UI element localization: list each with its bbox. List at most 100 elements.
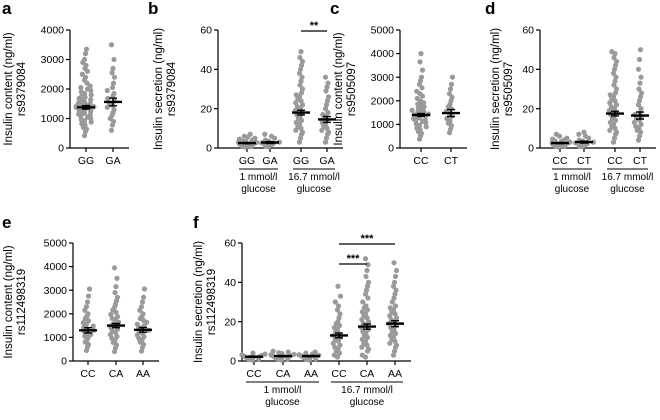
panel-letter: f <box>193 213 199 232</box>
data-point <box>319 119 325 126</box>
data-point <box>114 294 121 300</box>
data-point <box>79 71 85 77</box>
x-tick-label: GA <box>262 155 277 167</box>
data-point <box>392 303 399 309</box>
data-point <box>393 315 400 321</box>
data-point <box>85 311 91 317</box>
data-point <box>387 340 393 346</box>
data-point <box>359 317 365 323</box>
data-point <box>418 74 425 80</box>
data-point <box>391 295 397 301</box>
significance-label: ** <box>310 20 319 32</box>
data-point <box>86 286 93 292</box>
data-point <box>268 133 275 139</box>
data-point <box>607 92 613 98</box>
y-tick-label: 5000 <box>371 25 395 37</box>
data-point <box>335 319 341 325</box>
data-point <box>553 131 559 137</box>
data-point <box>262 351 268 357</box>
x-tick-label: GA <box>319 155 334 167</box>
group-label-sub: glucose <box>265 397 300 408</box>
x-tick-label: AA <box>304 368 318 380</box>
panel-letter: c <box>330 0 339 18</box>
y-tick-label: 3000 <box>44 285 68 297</box>
data-point <box>299 58 306 65</box>
data-point <box>423 124 429 130</box>
y-axis-snp-label: rs112498319 <box>16 269 28 335</box>
y-axis-label: Insulin secretion (ng/ml) <box>490 28 502 150</box>
data-point <box>590 139 597 145</box>
group-label-sub: glucose <box>610 184 645 195</box>
data-point <box>334 307 341 313</box>
data-point <box>297 66 304 72</box>
y-tick-label: 3000 <box>371 72 395 84</box>
data-point <box>110 65 116 71</box>
data-point <box>298 78 304 84</box>
y-tick-label: 0 <box>388 143 394 155</box>
data-point <box>319 127 325 133</box>
group-label: 1 mmol/l <box>553 172 591 183</box>
data-point <box>337 311 343 317</box>
data-point <box>109 70 115 76</box>
group-label-sub: glucose <box>241 184 276 195</box>
data-point <box>635 137 642 143</box>
y-axis-snp-label: rs9505097 <box>503 62 515 116</box>
y-tick-label: 0 <box>528 143 534 155</box>
data-point <box>81 56 88 63</box>
data-point <box>607 100 613 106</box>
panel-d: d Insulin secretion (ng/ml) rs9505097 0 20 40… <box>485 0 656 195</box>
y-tick-label: 20 <box>522 103 534 115</box>
x-tick-label: CT <box>577 155 592 167</box>
y-axis-label: Insulin content (ng/ml) <box>3 32 15 145</box>
data-point <box>362 291 369 297</box>
data-point <box>387 332 393 339</box>
x-tick-label: CA <box>360 368 375 380</box>
data-point <box>299 129 306 135</box>
data-point <box>365 295 371 301</box>
y-tick-label: 60 <box>200 25 212 37</box>
data-point <box>391 260 397 266</box>
data-point <box>638 74 644 80</box>
data-point <box>391 348 398 354</box>
data-point <box>276 350 282 356</box>
data-point <box>299 74 305 80</box>
data-point <box>104 87 110 94</box>
data-point <box>298 62 305 68</box>
data-point <box>111 74 118 80</box>
data-point <box>322 74 329 80</box>
data-point <box>112 289 118 296</box>
y-tick-label: 0 <box>230 356 236 368</box>
data-point <box>631 119 637 126</box>
panel-letter: d <box>485 0 495 18</box>
y-tick-label: 1000 <box>41 113 65 125</box>
data-point <box>296 139 303 145</box>
data-point <box>303 350 309 356</box>
data-point <box>139 299 146 305</box>
data-point <box>637 47 644 53</box>
data-point <box>88 92 94 98</box>
data-point <box>387 313 393 319</box>
data-point <box>330 340 336 346</box>
data-point <box>299 102 306 108</box>
y-tick-label: 0 <box>58 143 64 155</box>
data-point <box>418 51 424 57</box>
data-point <box>331 352 337 358</box>
data-point <box>322 139 329 145</box>
group-label: 16.7 mmol/l <box>602 172 654 183</box>
panel-b: b Insulin secretion (ng/ml) rs9379084 0 20 40… <box>148 0 343 195</box>
group-label: 1 mmol/l <box>264 385 302 396</box>
data-point <box>335 283 341 289</box>
data-point <box>296 70 303 76</box>
x-tick-label: CA <box>276 368 291 380</box>
x-tick-label: CT <box>444 155 459 167</box>
x-tick-label: AA <box>388 368 402 380</box>
data-point <box>298 49 304 55</box>
data-point <box>409 107 415 113</box>
y-tick-label: 0 <box>206 143 212 155</box>
data-point <box>236 136 243 142</box>
data-point <box>449 74 456 80</box>
data-point <box>134 321 140 327</box>
data-point <box>332 344 338 350</box>
data-point <box>360 328 366 335</box>
data-point <box>331 324 337 331</box>
